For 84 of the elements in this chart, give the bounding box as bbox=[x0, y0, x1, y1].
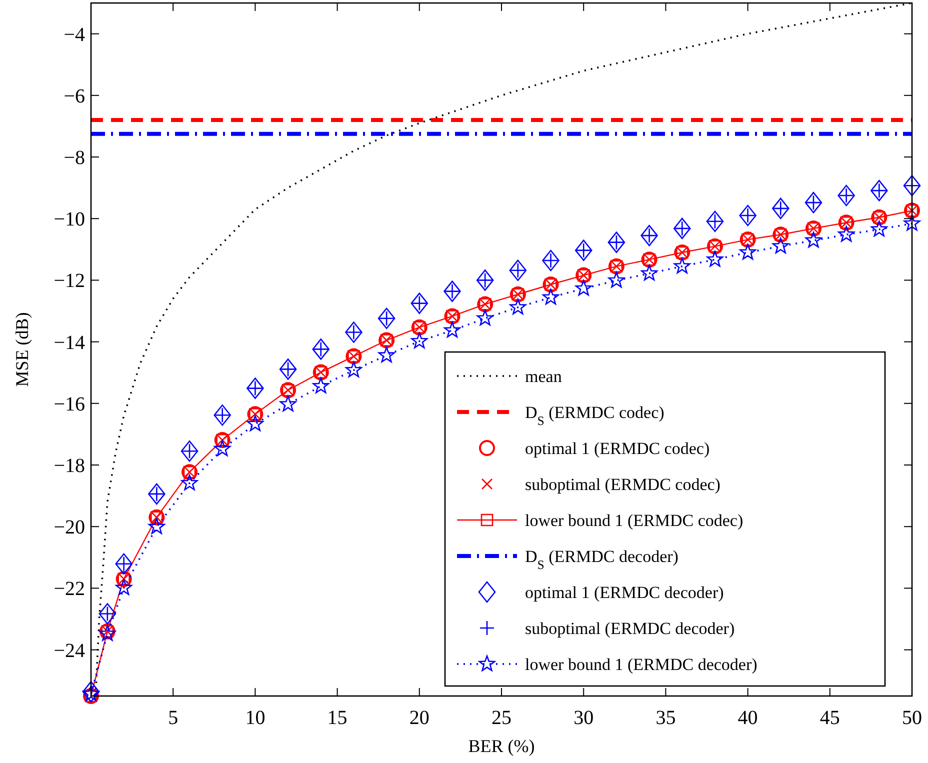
point bbox=[804, 192, 822, 214]
point bbox=[214, 404, 232, 426]
point bbox=[740, 244, 756, 260]
point bbox=[82, 681, 100, 702]
point bbox=[509, 260, 527, 281]
point bbox=[772, 238, 789, 254]
point bbox=[870, 180, 888, 202]
point bbox=[148, 483, 166, 505]
point bbox=[98, 603, 116, 624]
point bbox=[838, 226, 855, 242]
point bbox=[312, 378, 330, 394]
point bbox=[575, 280, 592, 296]
point bbox=[706, 210, 724, 232]
y-tick-label: −10 bbox=[54, 208, 85, 231]
point bbox=[246, 415, 264, 432]
y-tick-label: −14 bbox=[54, 332, 85, 354]
x-axis-title: BER (%) bbox=[468, 736, 535, 756]
x-tick-label: 15 bbox=[327, 707, 348, 729]
point bbox=[673, 218, 691, 240]
point bbox=[345, 361, 362, 378]
point bbox=[444, 280, 461, 302]
x-tick-label: 40 bbox=[738, 707, 758, 729]
point bbox=[312, 338, 330, 360]
legend-label: mean bbox=[525, 367, 562, 386]
point bbox=[542, 288, 560, 305]
y-tick-label: −20 bbox=[54, 516, 85, 539]
point bbox=[870, 220, 888, 236]
legend-label: optimal 1 (ERMDC codec) bbox=[525, 439, 710, 458]
point bbox=[608, 272, 625, 288]
point bbox=[444, 322, 460, 338]
point bbox=[641, 264, 658, 281]
y-axis-title: MSE (dB) bbox=[12, 312, 32, 387]
point bbox=[279, 358, 297, 380]
point bbox=[476, 270, 494, 291]
y-tick-label: −24 bbox=[54, 640, 85, 662]
point bbox=[904, 214, 920, 231]
legend-label: suboptimal (ERMDC decoder) bbox=[525, 619, 735, 638]
point bbox=[378, 346, 395, 362]
x-tick-label: 50 bbox=[902, 707, 922, 729]
legend-label: suboptimal (ERMDC codec) bbox=[525, 475, 720, 494]
point bbox=[838, 184, 855, 206]
point bbox=[115, 553, 132, 575]
point bbox=[148, 518, 165, 534]
point bbox=[772, 198, 790, 220]
point bbox=[903, 174, 921, 196]
point bbox=[410, 292, 428, 314]
point bbox=[542, 250, 560, 272]
x-tick-label: 10 bbox=[245, 707, 266, 729]
legend-label: lower bound 1 (ERMDC decoder) bbox=[525, 655, 758, 674]
legend-label: D$_{S}$ (ERMDC decoder) bbox=[525, 547, 678, 572]
legend-label: D$_{S}$ (ERMDC codec) bbox=[525, 403, 664, 428]
point bbox=[181, 474, 198, 490]
y-tick-label: −18 bbox=[54, 455, 85, 477]
point bbox=[116, 579, 132, 596]
point bbox=[411, 332, 428, 348]
x-tick-label: 5 bbox=[168, 707, 178, 729]
y-tick-label: −4 bbox=[64, 24, 85, 46]
point bbox=[214, 440, 231, 456]
point bbox=[476, 310, 494, 326]
y-tick-label: −22 bbox=[54, 578, 85, 600]
point bbox=[706, 250, 724, 267]
x-tick-label: 45 bbox=[820, 707, 840, 729]
y-tick-label: −12 bbox=[54, 270, 85, 292]
point bbox=[180, 440, 198, 462]
point bbox=[674, 258, 690, 274]
point bbox=[805, 232, 822, 248]
point bbox=[739, 204, 756, 226]
x-tick-label: 20 bbox=[409, 707, 430, 729]
point bbox=[510, 298, 526, 314]
y-tick-label: −8 bbox=[64, 147, 85, 169]
y-tick-label: −16 bbox=[54, 393, 85, 416]
point bbox=[574, 240, 592, 261]
x-tick-label: 30 bbox=[574, 707, 594, 729]
point bbox=[608, 232, 626, 253]
point bbox=[378, 308, 396, 330]
point bbox=[345, 322, 362, 343]
legend-label: optimal 1 (ERMDC decoder) bbox=[525, 583, 724, 602]
point bbox=[246, 378, 264, 399]
legend-label: lower bound 1 (ERMDC codec) bbox=[525, 511, 744, 530]
x-tick-label: 25 bbox=[492, 707, 512, 729]
point bbox=[640, 224, 658, 246]
y-tick-label: −6 bbox=[64, 85, 85, 108]
point bbox=[280, 396, 296, 412]
x-tick-label: 35 bbox=[656, 707, 676, 729]
